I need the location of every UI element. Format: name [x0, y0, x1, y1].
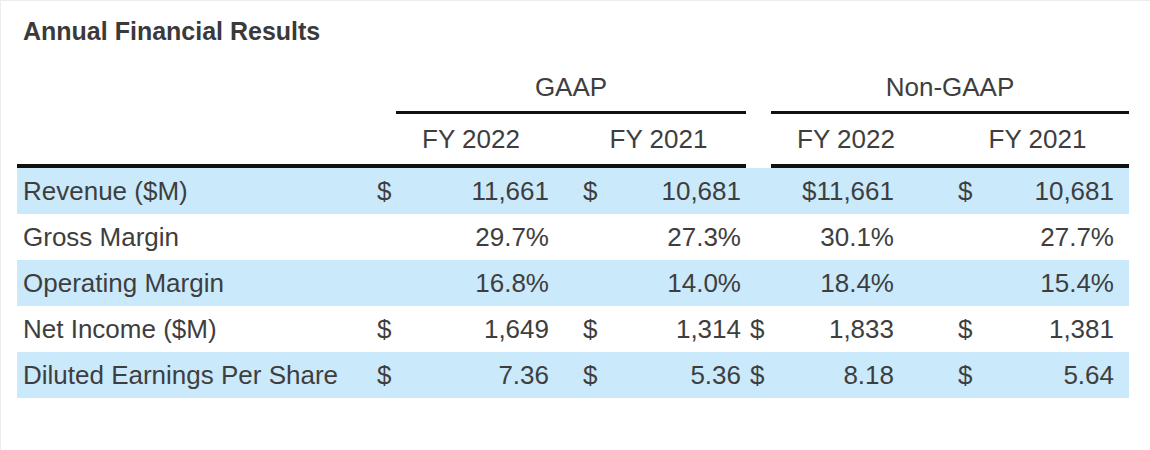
- table-cell: $ 1,649: [371, 306, 571, 352]
- page-title: Annual Financial Results: [23, 17, 320, 46]
- currency-symbol: $: [750, 360, 764, 391]
- financial-results-sheet: Annual Financial Results GAAP Non-GAAP F…: [0, 0, 1150, 450]
- group-label: Non-GAAP: [886, 72, 1015, 103]
- column-header-nongaap-fy2021: FY 2021: [946, 124, 1129, 155]
- cell-value: $11,661: [802, 176, 894, 207]
- row-label: Operating Margin: [17, 268, 371, 299]
- cell-value: 15.4%: [1040, 268, 1114, 299]
- cell-value: 29.7%: [475, 222, 549, 253]
- cell-value: 5.64: [1063, 360, 1114, 391]
- row-label: Revenue ($M): [17, 176, 371, 207]
- cell-value: 11,661: [471, 176, 549, 207]
- cell-value: 5.36: [690, 360, 741, 391]
- currency-symbol: $: [583, 314, 597, 345]
- table-row-net-income: Net Income ($M) $ 1,649 $ 1,314 $ 1,833 …: [17, 306, 1129, 352]
- cell-value: 1,833: [829, 314, 894, 345]
- table-cell: 29.7%: [371, 214, 571, 260]
- table-body: Revenue ($M) $ 11,661 $ 10,681 $11,661 $…: [17, 168, 1129, 398]
- column-header-gaap-fy2021: FY 2021: [571, 124, 746, 155]
- currency-symbol: $: [377, 314, 391, 345]
- cell-value: 8.18: [843, 360, 894, 391]
- group-header-gaap: GAAP: [396, 63, 746, 114]
- currency-symbol: $: [958, 176, 972, 207]
- row-label: Net Income ($M): [17, 314, 371, 345]
- cell-value: 18.4%: [820, 268, 894, 299]
- group-label: GAAP: [535, 72, 607, 103]
- group-header-non-gaap: Non-GAAP: [771, 63, 1129, 114]
- table-cell: $ 1,833: [746, 306, 946, 352]
- cell-value: 27.7%: [1040, 222, 1114, 253]
- row-label: Gross Margin: [17, 222, 371, 253]
- table-cell: $ 7.36: [371, 352, 571, 398]
- currency-symbol: $: [377, 360, 391, 391]
- table-cell: $ 5.36: [571, 352, 746, 398]
- column-header-gaap-fy2022: FY 2022: [371, 124, 571, 155]
- table-row-gross-margin: Gross Margin 29.7% 27.3% 30.1% 27.7%: [17, 214, 1129, 260]
- table-cell: 27.7%: [946, 214, 1129, 260]
- cell-value: 7.36: [498, 360, 549, 391]
- table-row-operating-margin: Operating Margin 16.8% 14.0% 18.4% 15.4%: [17, 260, 1129, 306]
- table-cell: 16.8%: [371, 260, 571, 306]
- table-cell: $ 8.18: [746, 352, 946, 398]
- table-cell: 18.4%: [746, 260, 946, 306]
- group-header-row: GAAP Non-GAAP: [17, 63, 1129, 114]
- table-cell: $ 1,314: [571, 306, 746, 352]
- currency-symbol: $: [583, 360, 597, 391]
- cell-value: 30.1%: [820, 222, 894, 253]
- cell-value: 14.0%: [667, 268, 741, 299]
- table-cell: $ 11,661: [371, 168, 571, 214]
- table-row-revenue: Revenue ($M) $ 11,661 $ 10,681 $11,661 $…: [17, 168, 1129, 214]
- cell-value: 1,381: [1049, 314, 1114, 345]
- cell-value: 10,681: [661, 176, 741, 207]
- cell-value: 16.8%: [475, 268, 549, 299]
- table-cell: $ 10,681: [946, 168, 1129, 214]
- cell-value: 10,681: [1034, 176, 1114, 207]
- column-header-nongaap-fy2022: FY 2022: [746, 124, 946, 155]
- table-cell: $ 1,381: [946, 306, 1129, 352]
- currency-symbol: $: [583, 176, 597, 207]
- table-cell: $ 10,681: [571, 168, 746, 214]
- currency-symbol: $: [377, 176, 391, 207]
- table-row-diluted-eps: Diluted Earnings Per Share $ 7.36 $ 5.36…: [17, 352, 1129, 398]
- table-cell: $11,661: [746, 168, 946, 214]
- cell-value: 27.3%: [667, 222, 741, 253]
- table-cell: 14.0%: [571, 260, 746, 306]
- table-cell: $ 5.64: [946, 352, 1129, 398]
- currency-symbol: $: [750, 314, 764, 345]
- cell-value: 1,649: [484, 314, 549, 345]
- column-header-row: FY 2022 FY 2021 FY 2022 FY 2021: [17, 114, 1129, 164]
- table-cell: 15.4%: [946, 260, 1129, 306]
- row-label: Diluted Earnings Per Share: [17, 360, 371, 391]
- cell-value: 1,314: [676, 314, 741, 345]
- table-cell: 27.3%: [571, 214, 746, 260]
- currency-symbol: $: [958, 360, 972, 391]
- table-cell: 30.1%: [746, 214, 946, 260]
- currency-symbol: $: [958, 314, 972, 345]
